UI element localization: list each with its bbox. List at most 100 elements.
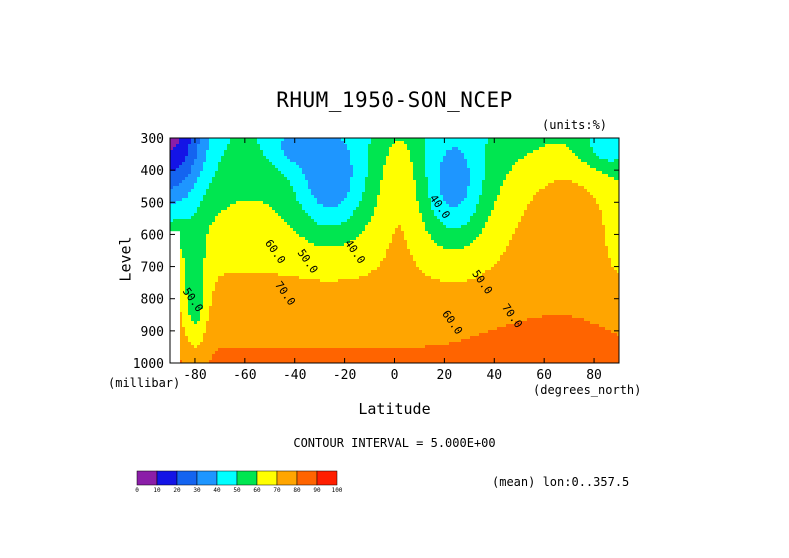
field-cell (272, 216, 276, 220)
field-cell (179, 207, 183, 211)
field-cell (311, 189, 315, 193)
field-cell (338, 195, 342, 199)
field-cell (338, 162, 342, 166)
field-cell (266, 273, 270, 277)
field-cell (356, 318, 360, 322)
field-cell (215, 345, 219, 349)
field-cell (347, 213, 351, 217)
field-cell (221, 279, 225, 283)
field-cell (353, 207, 357, 211)
field-cell (275, 354, 279, 358)
field-cell (323, 360, 327, 363)
field-cell (185, 306, 189, 310)
field-cell (365, 177, 369, 181)
field-cell (233, 138, 237, 142)
field-cell (272, 360, 276, 363)
field-cell (251, 225, 255, 229)
field-cell (299, 315, 303, 319)
field-cell (218, 270, 222, 274)
field-cell (173, 153, 177, 157)
field-cell (329, 243, 333, 247)
field-cell (197, 267, 201, 271)
field-cell (236, 138, 240, 142)
field-cell (365, 294, 369, 298)
field-cell (242, 219, 246, 223)
field-cell (278, 273, 282, 277)
field-cell (275, 276, 279, 280)
field-cell (347, 222, 351, 226)
field-cell (221, 333, 225, 337)
field-cell (332, 210, 336, 214)
field-cell (290, 297, 294, 301)
field-cell (236, 267, 240, 271)
field-cell (317, 195, 321, 199)
field-cell (314, 249, 318, 253)
field-cell (275, 207, 279, 211)
field-cell (185, 204, 189, 208)
field-cell (305, 186, 309, 190)
field-cell (326, 261, 330, 265)
field-cell (293, 303, 297, 307)
field-cell (209, 333, 213, 337)
field-cell (218, 354, 222, 358)
field-cell (179, 270, 183, 274)
field-cell (203, 207, 207, 211)
field-cell (284, 357, 288, 361)
field-cell (356, 195, 360, 199)
field-cell (185, 138, 189, 142)
field-cell (263, 300, 267, 304)
field-cell (359, 168, 363, 172)
field-cell (203, 189, 207, 193)
field-cell (200, 168, 204, 172)
field-cell (323, 264, 327, 268)
field-cell (320, 156, 324, 160)
field-cell (227, 213, 231, 217)
field-cell (236, 225, 240, 229)
field-cell (365, 150, 369, 154)
field-cell (224, 213, 228, 217)
field-cell (182, 360, 186, 363)
field-cell (308, 207, 312, 211)
field-cell (362, 216, 366, 220)
field-cell (182, 177, 186, 181)
field-cell (221, 267, 225, 271)
field-cell (284, 240, 288, 244)
field-cell (272, 240, 276, 244)
field-cell (242, 189, 246, 193)
field-cell (266, 261, 270, 265)
field-cell (353, 249, 357, 253)
field-cell (215, 225, 219, 229)
field-cell (206, 297, 210, 301)
field-cell (365, 213, 369, 217)
field-cell (272, 189, 276, 193)
field-cell (251, 138, 255, 142)
field-cell (260, 240, 264, 244)
field-cell (215, 360, 219, 363)
field-cell (266, 246, 270, 250)
field-cell (233, 204, 237, 208)
field-cell (233, 210, 237, 214)
field-cell (368, 138, 372, 142)
field-cell (350, 165, 354, 169)
field-cell (260, 138, 264, 142)
field-cell (182, 216, 186, 220)
field-cell (338, 318, 342, 322)
field-cell (206, 216, 210, 220)
field-cell (251, 198, 255, 202)
field-cell (302, 312, 306, 316)
field-cell (209, 309, 213, 313)
field-cell (350, 150, 354, 154)
field-cell (212, 225, 216, 229)
field-cell (302, 294, 306, 298)
field-cell (296, 333, 300, 337)
field-cell (188, 276, 192, 280)
field-cell (320, 351, 324, 355)
field-cell (311, 198, 315, 202)
field-cell (206, 315, 210, 319)
field-cell (284, 255, 288, 259)
field-cell (188, 270, 192, 274)
field-cell (188, 186, 192, 190)
field-cell (260, 327, 264, 331)
field-cell (287, 150, 291, 154)
field-cell (275, 213, 279, 217)
